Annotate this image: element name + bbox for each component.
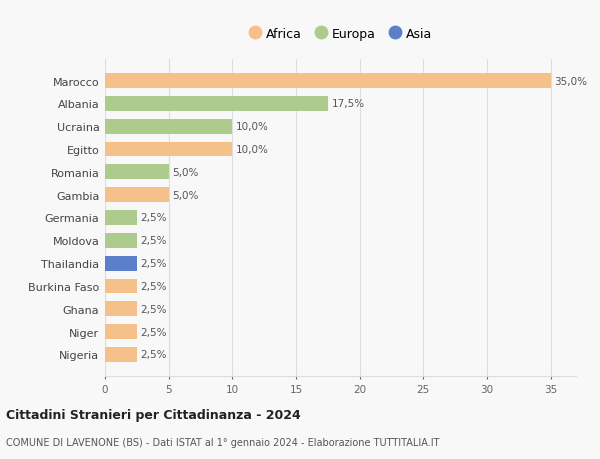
- Bar: [105, 279, 137, 294]
- Bar: [105, 188, 169, 203]
- Bar: [105, 120, 232, 134]
- Text: 2,5%: 2,5%: [140, 304, 167, 314]
- Text: 10,0%: 10,0%: [236, 122, 269, 132]
- Text: Cittadini Stranieri per Cittadinanza - 2024: Cittadini Stranieri per Cittadinanza - 2…: [6, 408, 301, 421]
- Text: 2,5%: 2,5%: [140, 258, 167, 269]
- Text: 5,0%: 5,0%: [172, 190, 199, 200]
- Text: 2,5%: 2,5%: [140, 327, 167, 337]
- Bar: [105, 165, 169, 180]
- Text: 10,0%: 10,0%: [236, 145, 269, 155]
- Text: 2,5%: 2,5%: [140, 350, 167, 359]
- Text: 2,5%: 2,5%: [140, 236, 167, 246]
- Text: 5,0%: 5,0%: [172, 168, 199, 178]
- Bar: [105, 302, 137, 316]
- Bar: [105, 256, 137, 271]
- Legend: Africa, Europa, Asia: Africa, Europa, Asia: [242, 22, 439, 47]
- Bar: [105, 142, 232, 157]
- Bar: [105, 325, 137, 339]
- Text: 2,5%: 2,5%: [140, 213, 167, 223]
- Text: 2,5%: 2,5%: [140, 281, 167, 291]
- Text: 35,0%: 35,0%: [554, 77, 587, 86]
- Text: 17,5%: 17,5%: [332, 99, 365, 109]
- Bar: [105, 97, 328, 112]
- Bar: [105, 347, 137, 362]
- Text: COMUNE DI LAVENONE (BS) - Dati ISTAT al 1° gennaio 2024 - Elaborazione TUTTITALI: COMUNE DI LAVENONE (BS) - Dati ISTAT al …: [6, 437, 439, 447]
- Bar: [105, 211, 137, 225]
- Bar: [105, 74, 551, 89]
- Bar: [105, 233, 137, 248]
